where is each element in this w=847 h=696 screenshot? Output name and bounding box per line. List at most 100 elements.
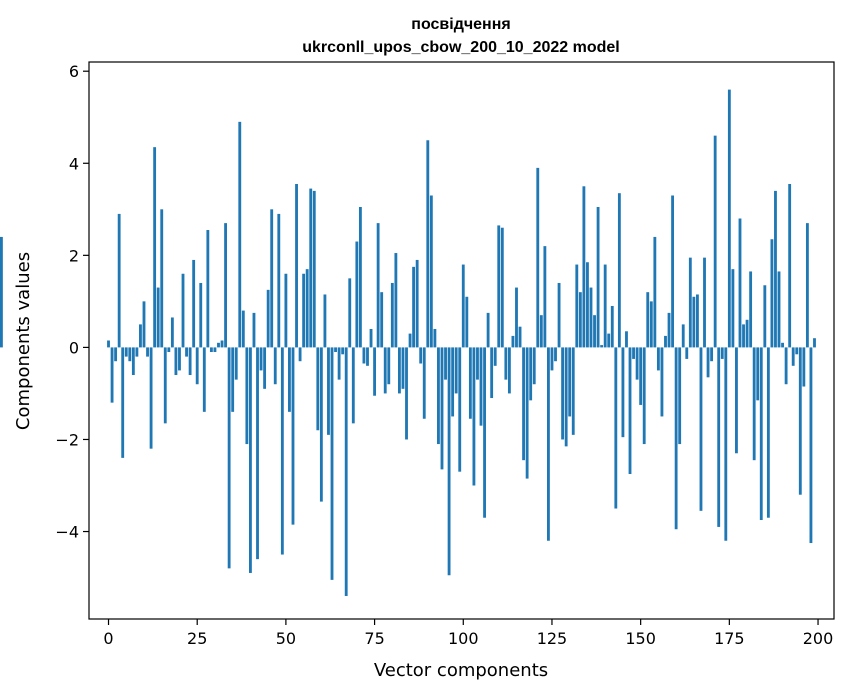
bar bbox=[774, 190, 777, 348]
bar bbox=[625, 331, 628, 348]
bar bbox=[706, 347, 710, 378]
y-axis-ticks: −4 −2 0 2 4 6 bbox=[55, 62, 89, 542]
bar bbox=[163, 347, 167, 424]
bar bbox=[153, 147, 157, 348]
bar bbox=[298, 347, 302, 362]
bar bbox=[472, 347, 476, 486]
bar bbox=[468, 347, 472, 419]
bar bbox=[752, 347, 756, 461]
bar bbox=[390, 282, 394, 348]
bar bbox=[813, 338, 816, 348]
bar bbox=[220, 340, 224, 348]
bar bbox=[571, 347, 575, 435]
bar bbox=[149, 347, 153, 449]
bar bbox=[170, 317, 174, 348]
bar bbox=[273, 347, 277, 385]
bar bbox=[802, 347, 806, 387]
bar bbox=[777, 271, 781, 348]
bar bbox=[181, 273, 185, 348]
bar bbox=[337, 347, 341, 380]
bar bbox=[593, 315, 596, 348]
bar bbox=[142, 301, 146, 348]
bar bbox=[788, 183, 792, 348]
bar bbox=[334, 347, 337, 352]
bar bbox=[568, 347, 572, 417]
bar bbox=[458, 347, 462, 472]
bar bbox=[408, 333, 412, 348]
bar bbox=[770, 239, 774, 348]
bar bbox=[398, 347, 401, 394]
bar bbox=[383, 347, 387, 394]
x-tick-label: 150 bbox=[625, 629, 656, 648]
bar bbox=[277, 213, 281, 348]
bar bbox=[554, 347, 557, 362]
y-tick-label: 0 bbox=[69, 338, 79, 357]
bar bbox=[547, 347, 550, 541]
bar bbox=[444, 347, 447, 380]
bar bbox=[809, 347, 813, 544]
bar bbox=[529, 347, 533, 401]
bar bbox=[135, 347, 139, 357]
bar bbox=[483, 347, 486, 518]
y-axis-label: Components values bbox=[13, 252, 34, 430]
bar bbox=[160, 209, 164, 348]
x-tick-label: 25 bbox=[187, 629, 207, 648]
bar bbox=[805, 223, 809, 348]
bar bbox=[504, 347, 508, 380]
bar bbox=[131, 347, 135, 376]
bar bbox=[309, 188, 313, 348]
bar bbox=[674, 347, 678, 530]
bar bbox=[476, 347, 479, 380]
bar bbox=[522, 347, 525, 461]
bar bbox=[323, 294, 327, 348]
bar bbox=[515, 287, 518, 348]
bar bbox=[660, 347, 664, 417]
bar bbox=[486, 312, 490, 348]
x-tick-label: 175 bbox=[714, 629, 745, 648]
bar bbox=[735, 347, 738, 454]
bar bbox=[678, 347, 682, 445]
bar bbox=[373, 347, 376, 396]
bar bbox=[617, 193, 621, 348]
bar bbox=[703, 257, 706, 348]
y-tick-label: −4 bbox=[55, 523, 79, 542]
bars-group bbox=[0, 89, 816, 596]
bar bbox=[167, 347, 171, 352]
bar bbox=[727, 89, 731, 348]
bar bbox=[628, 347, 632, 474]
bar bbox=[284, 273, 288, 348]
bar bbox=[209, 347, 213, 352]
bar bbox=[387, 347, 391, 385]
bar bbox=[405, 347, 408, 440]
x-axis-label: Vector components bbox=[374, 660, 548, 681]
bar bbox=[366, 347, 369, 366]
bar bbox=[557, 282, 561, 348]
bar bbox=[192, 259, 196, 348]
bar bbox=[635, 347, 639, 380]
bar bbox=[642, 347, 646, 445]
bar bbox=[539, 315, 543, 348]
bar bbox=[327, 347, 330, 435]
bar bbox=[713, 135, 717, 348]
bar bbox=[479, 347, 483, 426]
bar bbox=[0, 236, 3, 348]
bar bbox=[249, 347, 252, 573]
bar bbox=[291, 347, 295, 525]
bar bbox=[202, 347, 206, 412]
bar bbox=[344, 347, 348, 596]
bar bbox=[206, 230, 210, 348]
bar bbox=[575, 264, 579, 348]
bar bbox=[646, 292, 650, 348]
bar bbox=[745, 319, 749, 348]
bar bbox=[412, 266, 416, 348]
bar bbox=[270, 209, 274, 348]
bar bbox=[224, 223, 227, 348]
bar bbox=[110, 347, 114, 403]
y-tick-label: 6 bbox=[69, 62, 79, 81]
bar bbox=[497, 225, 501, 348]
bar bbox=[653, 236, 657, 348]
bar bbox=[582, 186, 586, 348]
bar bbox=[256, 347, 259, 560]
bar bbox=[614, 347, 618, 509]
